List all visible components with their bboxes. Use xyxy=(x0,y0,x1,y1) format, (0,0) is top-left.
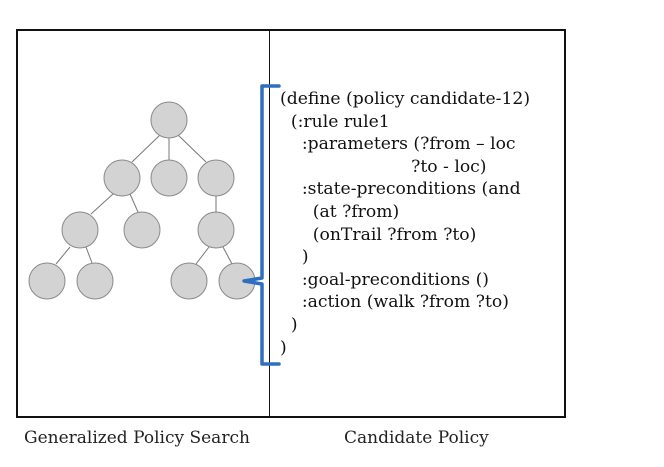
tree-edges xyxy=(55,134,233,265)
tree-edge xyxy=(129,193,139,213)
code-line: (onTrail ?from ?to) xyxy=(280,224,477,245)
tree-edge xyxy=(195,246,210,265)
code-line: ?to - loc) xyxy=(280,156,487,177)
code-line: (define (policy candidate-12) xyxy=(280,89,531,109)
tree-node xyxy=(197,211,235,249)
code-line: (at ?from) xyxy=(280,201,400,222)
candidate-policy-code: (define (policy candidate-12) (:rule rul… xyxy=(280,88,530,359)
code-line: ) xyxy=(280,337,287,358)
tree-node-selected xyxy=(218,262,256,300)
caption-generalized-policy-search: Generalized Policy Search xyxy=(24,428,250,448)
panel-divider xyxy=(269,29,270,418)
diagram-frame xyxy=(16,29,566,418)
tree-node xyxy=(76,262,114,300)
tree-node xyxy=(28,262,66,300)
tree-node xyxy=(150,159,188,197)
code-line: :state-preconditions (and xyxy=(280,179,521,200)
tree-node xyxy=(61,211,99,249)
tree-nodes xyxy=(28,101,256,300)
tree-edge xyxy=(131,134,161,163)
tree-edge xyxy=(90,193,114,215)
tree-edge xyxy=(55,246,71,265)
tree-node-root xyxy=(150,101,188,139)
tree-node xyxy=(123,211,161,249)
code-line: :parameters (?from – loc xyxy=(280,134,516,155)
tree-edge xyxy=(85,246,93,264)
caption-candidate-policy: Candidate Policy xyxy=(344,428,489,448)
curly-brace xyxy=(242,84,281,366)
tree-node xyxy=(170,262,208,300)
code-line: :action (walk ?from ?to) xyxy=(280,292,509,313)
tree-edge xyxy=(177,134,207,163)
tree-node xyxy=(197,159,235,197)
code-line: :goal-preconditions () xyxy=(280,269,489,290)
tree-node xyxy=(103,159,141,197)
code-line: ) xyxy=(280,247,309,268)
tree-edge xyxy=(222,246,233,265)
code-line: ) xyxy=(280,314,298,335)
code-line: (:rule rule1 xyxy=(280,111,390,132)
